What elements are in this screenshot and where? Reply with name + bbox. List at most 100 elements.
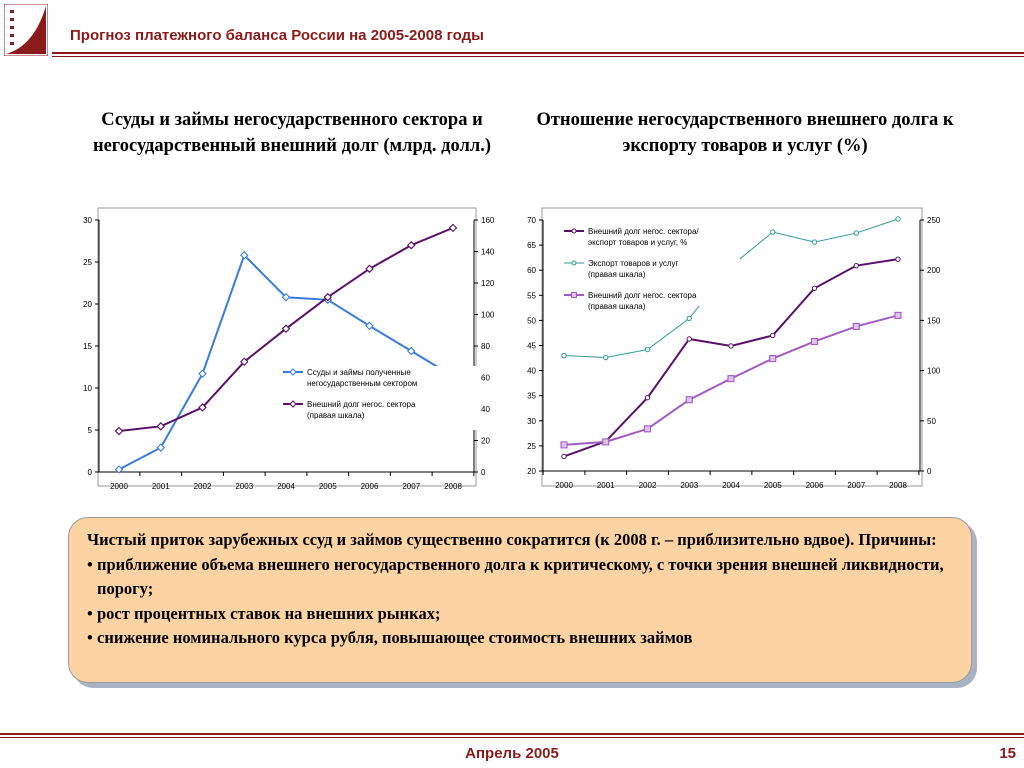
summary-bullet: приближение объема внешнего негосударств… (87, 553, 955, 602)
legend-label: (правая шкала) (588, 302, 646, 311)
right-axis-tick-label: 160 (481, 216, 495, 225)
left-axis-tick-label: 30 (83, 216, 92, 225)
series-1-point (811, 285, 818, 291)
series-3-point (810, 337, 819, 346)
left-axis-tick-label: 20 (83, 300, 92, 309)
series-2-point (156, 422, 166, 431)
series-2-point (406, 240, 416, 250)
left-axis-tick-label: 45 (527, 342, 536, 351)
chart-title-left: Ссуды и займы негосударственного сектора… (92, 110, 492, 156)
x-axis-tick-label: 2008 (889, 481, 907, 490)
x-axis-tick-label: 2004 (722, 481, 740, 490)
x-axis-tick-label: 2002 (639, 481, 657, 490)
series-3-point (894, 311, 902, 319)
legend-marker (571, 260, 577, 266)
left-axis-tick-label: 40 (527, 367, 536, 376)
series-1-point (365, 321, 374, 331)
right-axis-tick-label: 0 (927, 467, 932, 476)
left-axis-tick-label: 70 (527, 216, 536, 225)
series-1-point (281, 293, 291, 302)
x-axis-tick-label: 2002 (194, 482, 212, 491)
series-2-point (603, 354, 609, 361)
right-axis-tick-label: 250 (927, 216, 941, 225)
legend-marker (289, 400, 297, 408)
x-axis-tick-label: 2005 (764, 481, 782, 490)
series-1-point (895, 256, 901, 262)
series-3-point (685, 396, 693, 404)
series-2-point (811, 239, 818, 245)
series-2-point (561, 352, 567, 359)
series-3-point (727, 375, 735, 383)
right-axis-tick-label: 40 (481, 405, 490, 414)
series-1-point (198, 369, 207, 378)
legend-label: (правая шкала) (588, 270, 646, 279)
series-2-point (853, 230, 859, 236)
chart-1: 0 5 10 15 20 25 30 0 20 40 60 80 100 120 140 160 2000 200… (83, 207, 495, 491)
legend-label: Внешний долг негос. сектора (307, 400, 416, 409)
legend-box (560, 225, 740, 306)
summary-bullet: снижение номинального курса рубля, повыш… (87, 626, 955, 651)
series-2-point (895, 216, 901, 222)
summary-bullets: приближение объема внешнего негосударств… (87, 553, 955, 651)
x-axis-tick-label: 2006 (806, 481, 824, 490)
chart-title-right: Отношение негосударственного внешнего до… (536, 110, 954, 156)
left-axis-tick-label: 65 (527, 241, 536, 250)
right-axis-tick-label: 120 (481, 279, 495, 288)
x-axis-tick-label: 2006 (361, 482, 379, 491)
legend-label: Ссуды и займы полученные (307, 368, 411, 377)
left-axis-tick-label: 30 (527, 417, 536, 426)
left-axis-tick-label: 0 (88, 468, 93, 477)
left-axis-tick-label: 20 (527, 467, 536, 476)
series-2-point (686, 315, 692, 322)
left-axis-tick-label: 55 (527, 291, 536, 300)
right-axis-tick-label: 20 (481, 437, 490, 446)
series-2-point (644, 346, 651, 353)
series-2-point (323, 292, 333, 302)
summary-bullet: рост процентных ставок на внешних рынках… (87, 602, 955, 627)
left-axis-tick-label: 10 (83, 384, 92, 393)
series-3-point (852, 322, 860, 330)
series-2-point (198, 403, 207, 412)
legend-marker (289, 368, 297, 376)
x-axis-tick-label: 2007 (402, 482, 420, 491)
right-axis-tick-label: 60 (481, 374, 490, 383)
series-2-point (448, 223, 458, 233)
legend: Внешний долг негос. сектора/экспорт това… (560, 225, 740, 311)
legend-label: негосударственным сектором (307, 379, 417, 388)
legend-label: Внешний долг негос. сектора/ (588, 227, 699, 236)
right-axis-tick-label: 100 (481, 311, 495, 320)
left-axis-tick-label: 25 (527, 442, 536, 451)
x-axis-tick-label: 2008 (444, 482, 462, 491)
series-1-point (686, 336, 692, 342)
plot-frame (97, 207, 477, 487)
left-axis-tick-label: 50 (527, 316, 536, 325)
series-3-point (602, 438, 610, 446)
right-axis-tick-label: 80 (481, 342, 490, 351)
series-3-point (643, 425, 652, 433)
series-2-point (770, 229, 776, 235)
header-divider-thin (52, 56, 1024, 57)
x-axis-tick-label: 2001 (597, 481, 615, 490)
footer-divider (0, 733, 1024, 735)
legend-marker (571, 292, 577, 298)
series-1-point (406, 346, 416, 356)
series-1-point (770, 332, 776, 339)
left-axis-tick-label: 35 (527, 392, 536, 401)
series-2-point (365, 264, 374, 274)
legend-box (279, 366, 479, 430)
left-axis-tick-label: 15 (83, 342, 92, 351)
legend-label: экспорт товаров и услуг, % (588, 238, 687, 247)
right-axis-tick-label: 150 (927, 316, 941, 325)
x-axis-tick-label: 2005 (319, 482, 337, 491)
series-3-point (560, 441, 568, 449)
left-axis-tick-label: 5 (88, 426, 93, 435)
legend-label: (правая шкала) (307, 411, 365, 420)
right-axis-tick-label: 50 (927, 417, 936, 426)
right-axis-tick-label: 100 (927, 367, 941, 376)
series-1-point (561, 453, 567, 460)
left-axis-tick-label: 25 (83, 258, 92, 267)
series-1-point (239, 251, 249, 260)
right-axis-tick-label: 200 (927, 266, 941, 275)
chart-2: 20 25 30 35 40 45 50 55 60 65 70 0 50 100 150 200 250 200… (527, 207, 941, 490)
footer-divider-thin (0, 737, 1024, 738)
